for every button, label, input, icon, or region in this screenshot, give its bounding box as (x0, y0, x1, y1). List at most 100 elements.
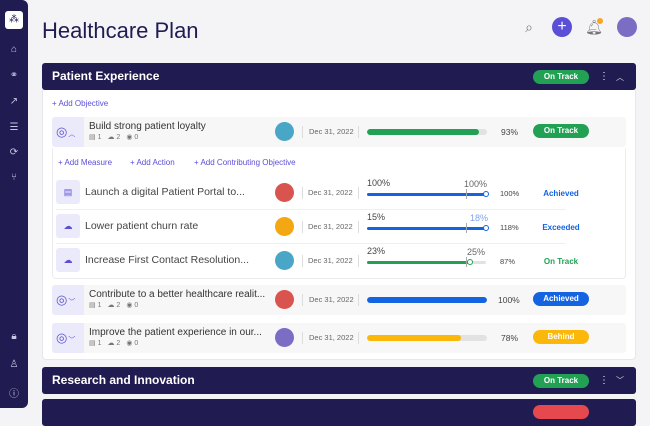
objective-row[interactable]: ◎︿ Build strong patient loyalty ▤ 1 ☁ 2 ◉ … (52, 117, 626, 147)
page-title: Healthcare Plan (42, 18, 199, 43)
panel-header-next[interactable] (42, 399, 636, 426)
target-icon[interactable]: ◎﹀ (52, 285, 84, 315)
status-badge: On Track (533, 124, 589, 138)
review-icon[interactable]: ☰ (9, 122, 19, 133)
objective-row[interactable]: ◎﹀ Contribute to a better healthcare rea… (52, 285, 626, 315)
objective-name: Build strong patient loyalty (89, 121, 206, 132)
lock-icon[interactable]: 🔒︎ (11, 331, 17, 342)
measure-icon: ▤ 1 (89, 302, 102, 309)
branch-icon[interactable]: ⑂ (11, 172, 17, 183)
bell-icon[interactable]: 🔔︎ (585, 18, 603, 35)
due-date: Dec 31, 2022 (309, 295, 354, 304)
target-value: 25% (467, 247, 486, 257)
hierarchy-icon[interactable]: ⚭ (9, 70, 19, 81)
status-text: On Track (543, 257, 579, 266)
panel-header-patient-experience[interactable]: Patient Experience On Track ⋮ ︿ (42, 63, 636, 90)
chevron-down-icon: ﹀ (68, 299, 76, 306)
due-date: Dec 31, 2022 (309, 333, 354, 342)
measure-name: Increase First Contact Resolution... (85, 254, 249, 266)
chevron-up-icon[interactable]: ︿ (616, 73, 624, 82)
owner-avatar (275, 217, 294, 236)
add-contributing-objective-link[interactable]: + Add Contributing Objective (194, 158, 296, 167)
status-badge: Achieved (533, 292, 589, 306)
logo-icon[interactable]: ⁂ (5, 11, 23, 29)
owner-avatar (275, 328, 294, 347)
progress-percent: 78% (501, 333, 519, 343)
measure-name: Lower patient churn rate (85, 220, 199, 232)
objective-meta: ▤ 1 ☁ 2 ◉ 0 (89, 339, 144, 347)
panel-title: Research and Innovation (52, 373, 195, 387)
due-date: Dec 31, 2022 (309, 127, 354, 136)
status-badge (533, 405, 589, 419)
user-add-icon[interactable]: ♙ (9, 359, 19, 370)
objective-meta: ▤ 1 ☁ 2 ◉ 0 (89, 133, 144, 141)
more-icon[interactable]: ⋮ (599, 71, 609, 82)
status-text: Exceeded (542, 223, 580, 232)
current-value: 100% (367, 178, 391, 188)
due-date: Dec 31, 2022 (308, 256, 353, 265)
objective-name: Improve the patient experience in our... (89, 327, 262, 338)
contrib-icon: ◉ 0 (126, 134, 139, 141)
action-icon: ☁ 2 (107, 134, 121, 141)
objective-name: Contribute to a better healthcare realit… (89, 289, 266, 300)
measure-icon: ▤ 1 (89, 134, 102, 141)
owner-avatar (275, 290, 294, 309)
contrib-icon: ◉ 0 (126, 340, 139, 347)
status-badge: On Track (533, 374, 589, 388)
initiative-icon: ▤ (56, 180, 80, 204)
target-value: 18% (470, 213, 489, 223)
help-icon[interactable]: ⓘ (9, 389, 19, 400)
owner-avatar (275, 122, 294, 141)
status-text: Achieved (543, 189, 579, 198)
action-icon: ☁ (56, 214, 80, 238)
target-icon[interactable]: ◎﹀ (52, 323, 84, 353)
measure-progress (367, 189, 489, 199)
measure-row[interactable]: ▤ Launch a digital Patient Portal to... … (56, 178, 579, 210)
progress-percent: 87% (500, 257, 516, 266)
add-measure-link[interactable]: + Add Measure (58, 158, 113, 167)
objective-meta: ▤ 1 ☁ 2 ◉ 0 (89, 301, 144, 309)
home-icon[interactable]: ⌂ (10, 44, 18, 55)
add-action-link[interactable]: + Add Action (130, 158, 175, 167)
current-value: 15% (367, 212, 386, 222)
action-icon: ☁ 2 (107, 340, 121, 347)
chevron-up-icon: ︿ (68, 131, 76, 138)
chevron-down-icon: ﹀ (68, 337, 76, 344)
measure-progress (367, 223, 489, 233)
progress-percent: 93% (501, 127, 519, 137)
notification-dot (597, 18, 603, 24)
due-date: Dec 31, 2022 (308, 188, 353, 197)
measure-icon: ▤ 1 (89, 340, 102, 347)
measure-progress (367, 257, 486, 267)
add-objective-link[interactable]: + Add Objective (52, 99, 109, 108)
contrib-icon: ◉ 0 (126, 302, 139, 309)
target-value: 100% (464, 179, 488, 189)
action-icon: ☁ 2 (107, 302, 121, 309)
trend-icon[interactable]: ↗ (9, 96, 19, 107)
panel-title: Patient Experience (52, 69, 160, 83)
search-icon[interactable]: ⌕ (525, 19, 533, 35)
due-date: Dec 31, 2022 (308, 222, 353, 231)
chevron-down-icon[interactable]: ﹀ (616, 376, 624, 385)
more-icon[interactable]: ⋮ (599, 375, 609, 386)
target-icon[interactable]: ◎︿ (52, 117, 84, 147)
measure-name: Launch a digital Patient Portal to... (85, 186, 245, 198)
objective-row[interactable]: ◎﹀ Improve the patient experience in our… (52, 323, 626, 353)
measure-row[interactable]: ☁ Increase First Contact Resolution... D… (56, 246, 578, 278)
add-button[interactable]: + (552, 17, 572, 37)
current-value: 23% (367, 246, 386, 256)
action-icon: ☁ (56, 248, 80, 272)
status-badge: On Track (533, 70, 589, 84)
panel-header-research-innovation[interactable]: Research and Innovation On Track ⋮ ﹀ (42, 367, 636, 394)
sync-icon[interactable]: ⟳ (9, 147, 19, 158)
sidebar: ⁂ ⌂ ⚭ ↗ ☰ ⟳ ⑂ 🔒︎ ♙ ⓘ (0, 0, 28, 408)
user-avatar[interactable] (617, 17, 637, 37)
progress-bar (367, 129, 487, 135)
status-badge: Behind (533, 330, 589, 344)
measure-row[interactable]: ☁ Lower patient churn rate Dec 31, 2022 … (56, 212, 580, 244)
progress-percent: 118% (500, 223, 519, 232)
progress-percent: 100% (498, 295, 520, 305)
progress-bar (367, 335, 487, 341)
owner-avatar (275, 183, 294, 202)
progress-percent: 100% (500, 189, 520, 198)
